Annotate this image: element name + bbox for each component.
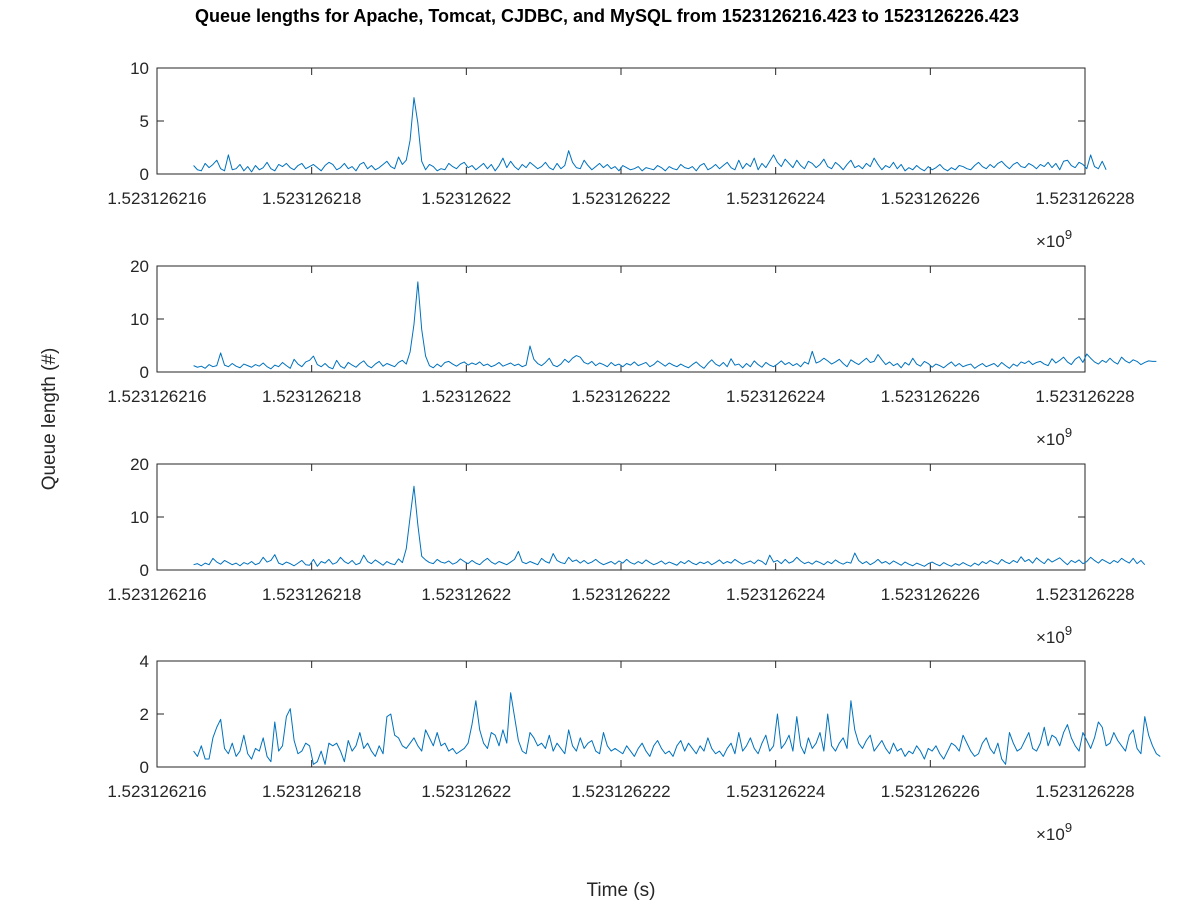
y-tick-label: 10 — [130, 508, 149, 527]
x-tick-label: 1.523126218 — [262, 387, 361, 406]
y-tick-label: 20 — [130, 455, 149, 474]
panel-mysql: 0 2 4 1.523126216 1.523126218 1.52312622 1.523… — [107, 652, 1161, 844]
series-line-cjdbc — [193, 485, 1146, 567]
y-tick-label: 5 — [140, 112, 149, 131]
y-tick-label: 4 — [140, 652, 149, 671]
x-exponent-power: 9 — [1065, 820, 1072, 835]
x-tick-label: 1.523126216 — [107, 189, 206, 208]
x-tick-label: 1.523126218 — [262, 782, 361, 801]
x-exponent-label: ×109 — [1036, 623, 1072, 647]
series-line-tomcat — [193, 281, 1157, 370]
x-tick-label: 1.523126224 — [726, 189, 825, 208]
x-tick-label: 1.523126224 — [726, 585, 825, 604]
x-exponent-label: ×109 — [1036, 425, 1072, 449]
x-tick-label: 1.523126224 — [726, 387, 825, 406]
x-tick-label: 1.523126222 — [571, 782, 670, 801]
panel-tomcat: 0 10 20 1.523126216 1.523126218 1.52312622 1.5… — [107, 257, 1157, 449]
x-tick-label: 1.523126216 — [107, 585, 206, 604]
x-tick-label: 1.523126228 — [1035, 782, 1134, 801]
series-line-apache — [193, 97, 1107, 173]
y-axis-label: Queue length (#) — [39, 348, 60, 491]
x-tick-label: 1.52312622 — [421, 585, 511, 604]
panels-group: 0 5 10 1.523126216 1.523126218 1.52312622 1.52… — [107, 59, 1161, 844]
y-tick-label: 0 — [140, 758, 149, 777]
y-tick-label: 2 — [140, 705, 149, 724]
x-exponent-label: ×109 — [1036, 227, 1072, 251]
x-exponent-power: 9 — [1065, 227, 1072, 242]
panel-cjdbc: 0 10 20 1.523126216 1.523126218 1.52312622 1.5… — [107, 455, 1146, 647]
x-tick-label: 1.523126226 — [881, 387, 980, 406]
y-tick-label: 0 — [140, 165, 149, 184]
x-tick-label: 1.523126228 — [1035, 189, 1134, 208]
x-axis-label: Time (s) — [587, 880, 656, 900]
y-tick-label: 10 — [130, 310, 149, 329]
plot-area — [156, 660, 1086, 768]
x-tick-label: 1.523126228 — [1035, 585, 1134, 604]
x-exponent-power: 9 — [1065, 425, 1072, 440]
x-exponent-power: 9 — [1065, 623, 1072, 638]
x-tick-label: 1.52312622 — [421, 189, 511, 208]
x-tick-label: 1.523126216 — [107, 387, 206, 406]
x-tick-label: 1.523126222 — [571, 387, 670, 406]
y-tick-label: 20 — [130, 257, 149, 276]
chart-title: Queue lengths for Apache, Tomcat, CJDBC,… — [195, 6, 1019, 26]
x-tick-label: 1.523126224 — [726, 782, 825, 801]
x-tick-label: 1.523126222 — [571, 189, 670, 208]
plot-area — [156, 265, 1086, 373]
x-tick-label: 1.523126216 — [107, 782, 206, 801]
x-tick-label: 1.523126226 — [881, 189, 980, 208]
x-tick-label: 1.52312622 — [421, 782, 511, 801]
x-tick-label: 1.523126226 — [881, 782, 980, 801]
y-tick-label: 0 — [140, 561, 149, 580]
y-tick-label: 0 — [140, 363, 149, 382]
x-tick-label: 1.523126226 — [881, 585, 980, 604]
x-tick-label: 1.52312622 — [421, 387, 511, 406]
x-exponent-label: ×109 — [1036, 820, 1072, 844]
x-tick-label: 1.523126218 — [262, 585, 361, 604]
x-tick-label: 1.523126222 — [571, 585, 670, 604]
y-tick-label: 10 — [130, 59, 149, 78]
plot-area — [156, 67, 1086, 175]
series-line-mysql — [193, 692, 1161, 765]
panel-apache: 0 5 10 1.523126216 1.523126218 1.52312622 1.52… — [107, 59, 1134, 251]
plot-area — [156, 463, 1086, 571]
x-tick-label: 1.523126218 — [262, 189, 361, 208]
x-tick-label: 1.523126228 — [1035, 387, 1134, 406]
